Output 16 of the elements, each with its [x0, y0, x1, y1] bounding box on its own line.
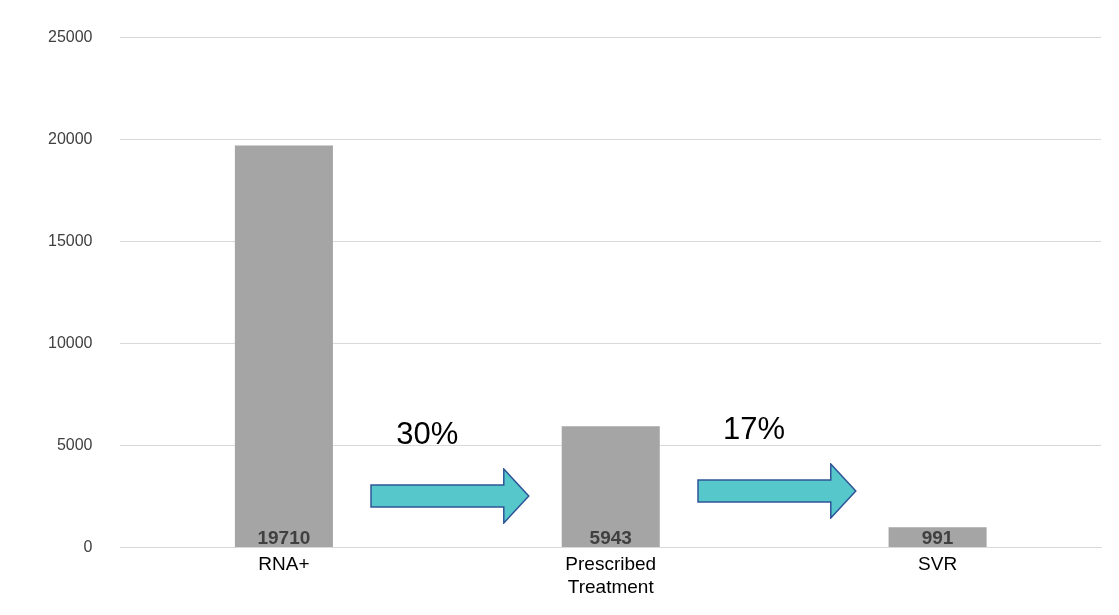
annotation: 17%: [723, 411, 786, 448]
annotation: 30%: [396, 416, 459, 453]
bar: [561, 426, 660, 547]
x-tick-label: SVR: [918, 553, 958, 575]
data-label: 5943: [589, 527, 632, 549]
y-tick-label: 15000: [47, 231, 93, 249]
y-tick-label: 10000: [47, 333, 93, 351]
y-tick-label: 20000: [47, 129, 93, 147]
data-label: 991: [921, 527, 954, 549]
data-label: 19710: [257, 527, 311, 549]
x-tick-label: Prescribed Treatment: [565, 553, 657, 597]
y-tick-label: 0: [83, 537, 93, 555]
bar: [234, 145, 333, 547]
y-tick-label: 25000: [47, 28, 93, 46]
x-tick-label: RNA+: [258, 553, 310, 575]
y-tick-label: 5000: [56, 435, 93, 453]
